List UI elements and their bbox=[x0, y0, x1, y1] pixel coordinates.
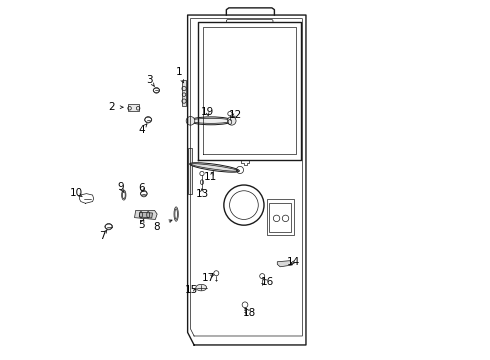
Polygon shape bbox=[135, 211, 157, 220]
Polygon shape bbox=[128, 104, 139, 111]
Text: 11: 11 bbox=[204, 172, 218, 182]
Text: 19: 19 bbox=[201, 107, 214, 117]
Polygon shape bbox=[277, 261, 293, 267]
Text: 9: 9 bbox=[117, 182, 124, 192]
Text: 16: 16 bbox=[261, 277, 274, 287]
Text: 2: 2 bbox=[108, 102, 115, 112]
Ellipse shape bbox=[191, 118, 231, 123]
Text: 18: 18 bbox=[243, 309, 256, 318]
Text: 12: 12 bbox=[228, 110, 242, 120]
Text: 17: 17 bbox=[202, 273, 215, 283]
Text: 14: 14 bbox=[287, 257, 300, 267]
Text: 15: 15 bbox=[185, 285, 198, 296]
Polygon shape bbox=[182, 80, 186, 107]
Bar bbox=[188, 148, 192, 194]
Text: 5: 5 bbox=[138, 220, 145, 230]
Polygon shape bbox=[139, 212, 152, 218]
Text: 13: 13 bbox=[196, 189, 209, 199]
Circle shape bbox=[186, 117, 195, 125]
Text: 6: 6 bbox=[138, 183, 145, 193]
Bar bbox=[270, 203, 291, 231]
Text: 7: 7 bbox=[99, 231, 106, 240]
Text: 8: 8 bbox=[153, 222, 159, 231]
Ellipse shape bbox=[190, 117, 232, 125]
Text: 4: 4 bbox=[138, 125, 145, 135]
Text: 3: 3 bbox=[147, 75, 153, 85]
Text: 10: 10 bbox=[70, 188, 83, 198]
Text: 1: 1 bbox=[176, 67, 182, 77]
Ellipse shape bbox=[190, 163, 240, 172]
Circle shape bbox=[227, 117, 236, 125]
Ellipse shape bbox=[196, 284, 207, 291]
Bar bbox=[267, 199, 294, 234]
